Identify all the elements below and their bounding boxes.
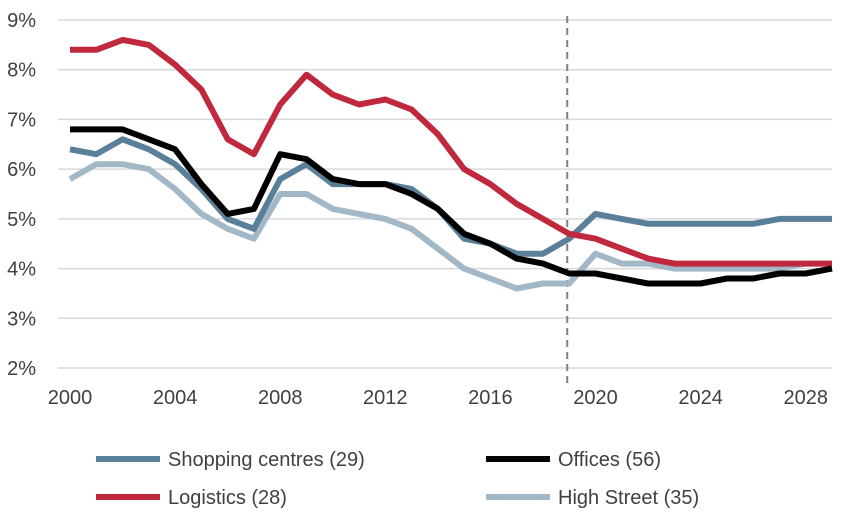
x-tick-label: 2028 (783, 387, 828, 409)
x-axis-tick-labels: 2000 2004 2008 2012 2016 2020 2024 2028 (48, 387, 828, 409)
legend-item: Logistics (28) (96, 487, 287, 509)
legend: Shopping centres (29) Offices (56) Logisti… (96, 449, 699, 509)
legend-label: Offices (56) (558, 449, 661, 471)
series-line-logistics-28 (70, 36, 832, 267)
x-tick-label: 2000 (48, 387, 93, 409)
series-lines (68, 36, 833, 292)
series-line-high-street-35 (68, 161, 832, 292)
legend-item: Shopping centres (29) (96, 449, 365, 471)
y-tick-label: 9% (7, 10, 36, 32)
x-tick-label: 2004 (153, 387, 198, 409)
y-tick-label: 6% (7, 159, 36, 181)
x-tick-label: 2012 (363, 387, 408, 409)
y-tick-label: 7% (7, 109, 36, 131)
legend-label: Logistics (28) (168, 487, 287, 509)
x-tick-label: 2024 (678, 387, 723, 409)
gridlines (58, 19, 832, 369)
y-axis-tick-labels: 2% 3% 4% 5% 6% 7% 8% 9% (7, 10, 36, 380)
legend-item: High Street (35) (486, 487, 699, 509)
y-tick-label: 5% (7, 209, 36, 231)
y-tick-label: 4% (7, 259, 36, 281)
y-tick-label: 3% (7, 308, 36, 330)
y-tick-label: 8% (7, 60, 36, 82)
legend-label: Shopping centres (29) (168, 449, 365, 471)
series-line-offices-56 (70, 126, 833, 287)
x-tick-label: 2016 (468, 387, 513, 409)
y-tick-label: 2% (7, 358, 36, 380)
x-tick-label: 2008 (258, 387, 303, 409)
legend-label: High Street (35) (558, 487, 699, 509)
legend-item: Offices (56) (486, 449, 661, 471)
x-tick-label: 2020 (573, 387, 618, 409)
